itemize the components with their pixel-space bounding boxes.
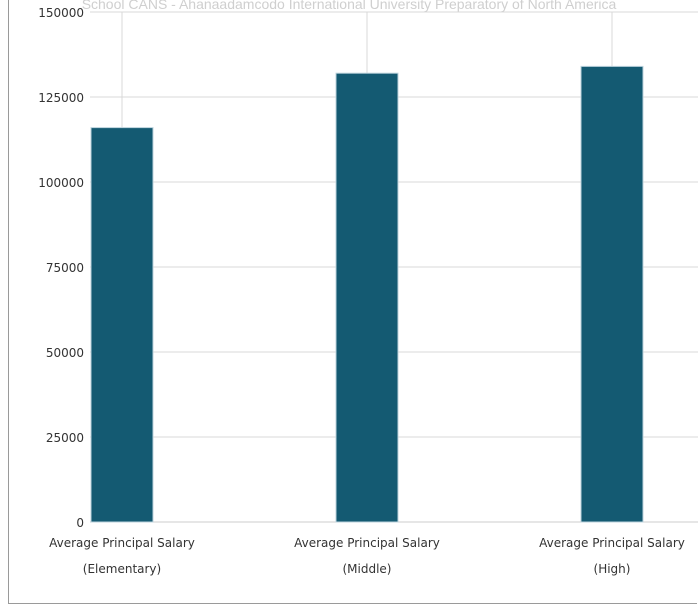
x-tick-label: Average Principal Salary	[539, 536, 685, 550]
bar	[335, 72, 399, 523]
y-tick-label: 150000	[38, 6, 84, 20]
x-tick-label: (Middle)	[342, 562, 391, 576]
y-tick-label: 25000	[46, 431, 84, 445]
chart-title: School CANS - Ahanaadamcodo Internationa…	[81, 0, 617, 12]
y-tick-label: 0	[76, 516, 84, 530]
y-tick-label: 100000	[38, 176, 84, 190]
x-tick-label: Average Principal Salary	[294, 536, 440, 550]
y-tick-label: 50000	[46, 346, 84, 360]
x-tick-label: Average Principal Salary	[49, 536, 195, 550]
chart-frame	[8, 0, 697, 604]
bar	[580, 65, 644, 523]
x-tick-label: (Elementary)	[83, 562, 161, 576]
x-tick-label: (High)	[594, 562, 631, 576]
y-tick-label: 125000	[38, 91, 84, 105]
y-tick-label: 75000	[46, 261, 84, 275]
bar	[90, 127, 154, 523]
